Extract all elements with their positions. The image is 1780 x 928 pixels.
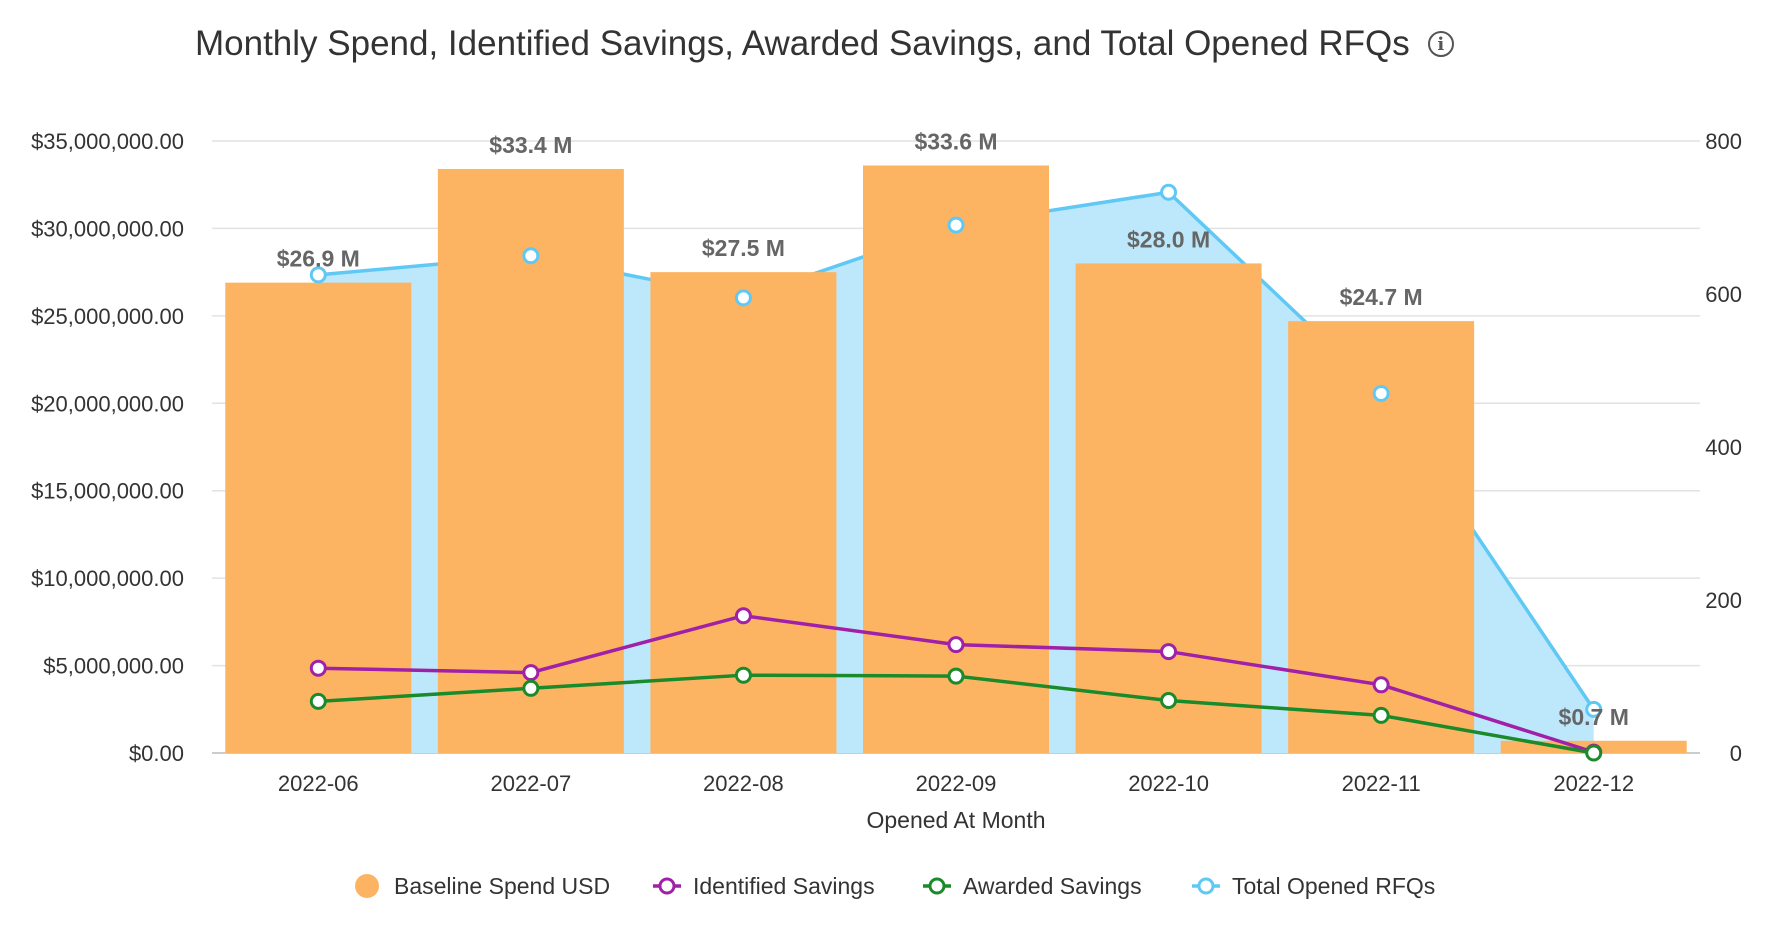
legend-swatch-marker (928, 877, 946, 895)
rfq-point (309, 266, 327, 284)
y-left-tick-label: $30,000,000.00 (31, 216, 184, 241)
y-left-tick-label: $35,000,000.00 (31, 129, 184, 154)
y-right-tick-label: 600 (1705, 282, 1742, 307)
x-tick-label: 2022-09 (916, 771, 997, 796)
legend-swatch-marker (1197, 877, 1215, 895)
awarded-savings-point (1585, 744, 1603, 762)
y-right-tick-label: 0 (1730, 741, 1742, 766)
rfq-point (947, 216, 965, 234)
legend-swatch-marker (658, 877, 676, 895)
awarded-savings-point (309, 692, 327, 710)
y-right-tick-label: 400 (1705, 435, 1742, 460)
info-icon[interactable]: i (1427, 31, 1454, 57)
identified-savings-point (947, 636, 965, 654)
rfq-point (522, 247, 540, 265)
bar-baseline-spend (863, 165, 1049, 754)
identified-savings-point (1372, 676, 1390, 694)
bar-data-label: $24.7 M (1340, 284, 1423, 310)
bar-data-label: $0.7 M (1559, 704, 1629, 730)
legend-label: Baseline Spend USD (394, 873, 610, 899)
y-right-tick-label: 800 (1705, 129, 1742, 154)
bar-data-label: $27.5 M (702, 235, 785, 261)
x-tick-label: 2022-06 (278, 771, 359, 796)
bar-baseline-spend (1075, 263, 1262, 753)
chart-title-text: Monthly Spend, Identified Savings, Award… (195, 24, 1410, 63)
bar-data-label: $33.6 M (914, 128, 997, 154)
identified-savings-point (522, 664, 540, 682)
awarded-savings-point (1160, 692, 1178, 710)
legend-swatch-baseline-spend (355, 874, 379, 898)
rfq-point (1372, 384, 1390, 402)
identified-savings-point (309, 659, 327, 677)
rfq-point (734, 289, 752, 307)
identified-savings-point (1160, 643, 1178, 661)
x-tick-label: 2022-07 (490, 771, 571, 796)
y-left-tick-label: $5,000,000.00 (43, 654, 184, 679)
y-left-tick-label: $0.00 (129, 741, 184, 766)
x-tick-label: 2022-12 (1553, 771, 1634, 796)
awarded-savings-point (1372, 706, 1390, 724)
awarded-savings-point (947, 667, 965, 685)
awarded-savings-point (522, 679, 540, 697)
y-right-tick-label: 200 (1705, 588, 1742, 613)
bar-data-label: $26.9 M (277, 246, 360, 272)
identified-savings-point (734, 607, 752, 625)
bar-data-label: $28.0 M (1127, 226, 1210, 252)
legend-label: Identified Savings (693, 873, 875, 899)
legend-label: Total Opened RFQs (1232, 873, 1435, 899)
x-tick-label: 2022-11 (1342, 771, 1421, 796)
y-left-tick-label: $20,000,000.00 (31, 391, 184, 416)
y-left-tick-label: $25,000,000.00 (31, 304, 184, 329)
y-left-tick-label: $10,000,000.00 (31, 566, 184, 591)
x-tick-label: 2022-08 (703, 771, 784, 796)
bar-data-label: $33.4 M (489, 132, 572, 158)
legend-label: Awarded Savings (963, 873, 1142, 899)
x-axis-title: Opened At Month (866, 807, 1045, 833)
rfq-point (1160, 183, 1178, 201)
x-tick-label: 2022-10 (1128, 771, 1209, 796)
chart-title: Monthly Spend, Identified Savings, Award… (195, 24, 1454, 64)
y-left-tick-label: $15,000,000.00 (31, 479, 184, 504)
rfq-point (1585, 700, 1603, 718)
awarded-savings-point (734, 666, 752, 684)
bar-baseline-spend (225, 282, 412, 753)
